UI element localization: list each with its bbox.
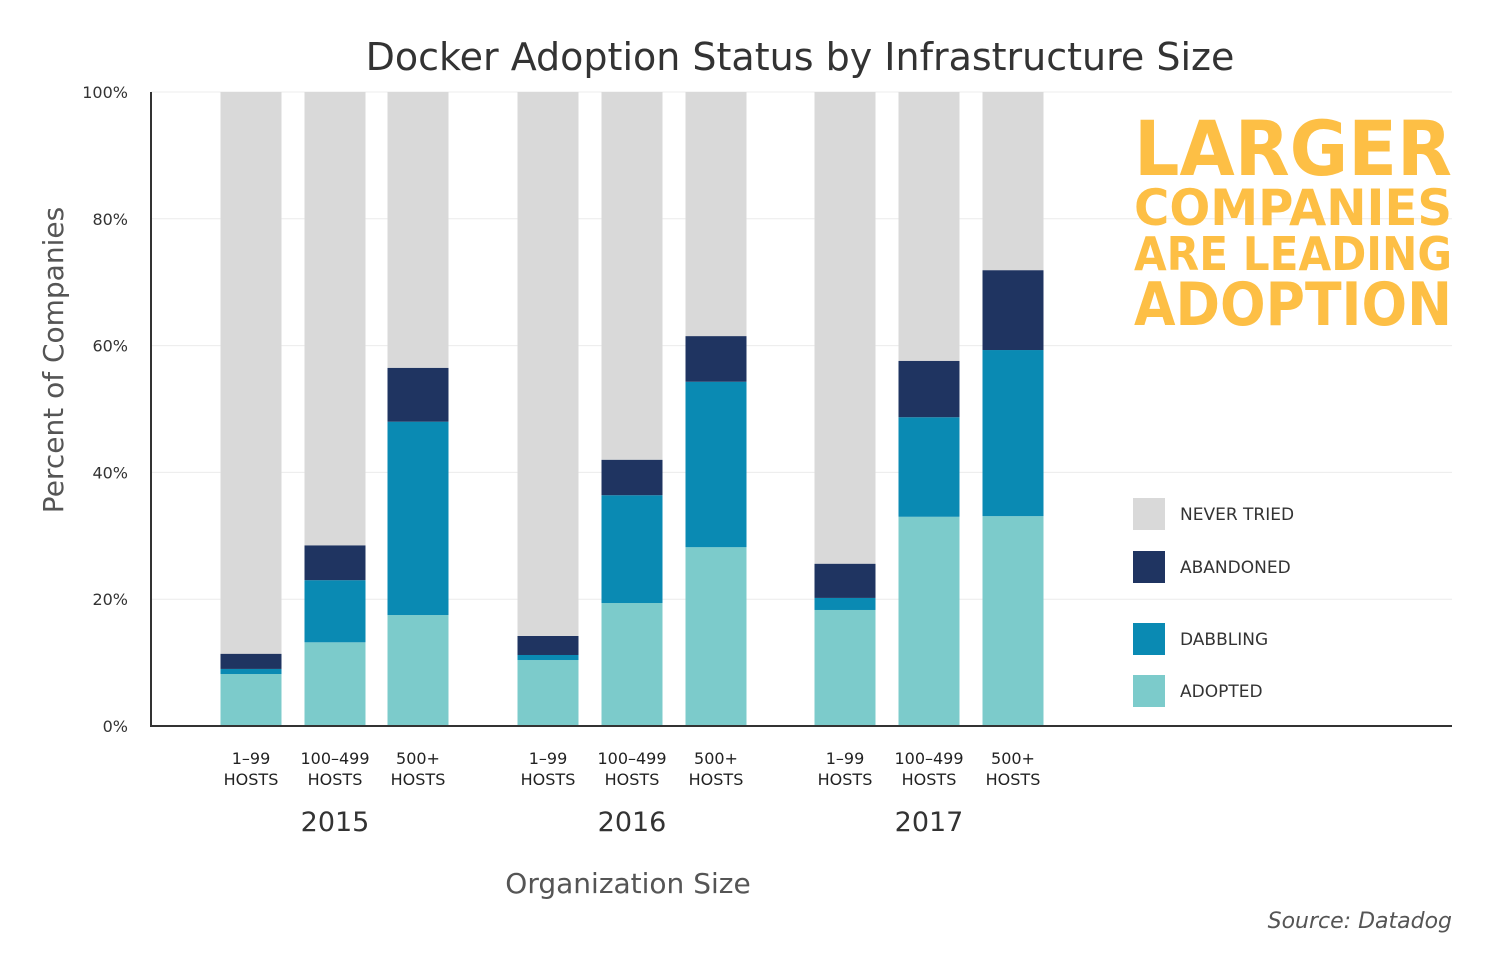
group-year-label: 2015 — [301, 807, 370, 838]
legend-swatch — [1133, 675, 1165, 707]
gridlines — [151, 91, 1452, 600]
y-tick-label: 40% — [92, 463, 128, 482]
bar-segment-never-tried — [982, 92, 1044, 271]
bar-segment-dabbling — [601, 495, 663, 604]
x-tick-label: HOSTS — [605, 770, 660, 789]
bar-segment-abandoned — [814, 563, 876, 598]
x-tick-label: HOSTS — [818, 770, 873, 789]
legend-swatch — [1133, 551, 1165, 583]
bar-segment-never-tried — [220, 92, 282, 654]
legend-label: DABBLING — [1180, 630, 1268, 650]
bar-segment-dabbling — [814, 597, 876, 610]
bar-segment-abandoned — [982, 270, 1044, 351]
bar-segment-never-tried — [387, 92, 449, 368]
x-tick-label: 100–499 — [597, 749, 666, 768]
x-tick-label: HOSTS — [308, 770, 363, 789]
y-tick-label: 80% — [92, 210, 128, 229]
y-tick-label: 100% — [82, 83, 128, 102]
group-year-label: 2017 — [895, 807, 964, 838]
x-tick-label: 1–99 — [826, 749, 865, 768]
source-note: Source: Datadog — [1268, 909, 1452, 934]
x-tick-label: 100–499 — [300, 749, 369, 768]
x-tick-label: 500+ — [694, 749, 738, 768]
bar-segment-adopted — [387, 615, 449, 726]
bar-segment-adopted — [685, 547, 747, 726]
bar-segment-never-tried — [814, 92, 876, 564]
bar-segment-adopted — [304, 642, 366, 726]
legend-label: ABANDONED — [1180, 558, 1291, 578]
x-category-labels: 1–99 HOSTS 100–499 HOSTS 500+ HOSTS 2015 1–99 HO… — [224, 749, 1041, 838]
bar-segment-never-tried — [898, 92, 960, 361]
bar-segment-abandoned — [220, 653, 282, 669]
bar-segment-dabbling — [982, 350, 1044, 517]
x-tick-label: 500+ — [991, 749, 1035, 768]
x-tick-label: HOSTS — [902, 770, 957, 789]
bar-segment-dabbling — [898, 417, 960, 517]
callout-line: LARGER — [1134, 104, 1452, 193]
bar-segment-adopted — [982, 516, 1044, 726]
y-tick-labels: 0% 20% 40% 60% 80% 100% — [82, 83, 128, 736]
bar-segment-abandoned — [685, 336, 747, 382]
bar-segment-never-tried — [601, 92, 663, 460]
x-tick-label: 500+ — [396, 749, 440, 768]
legend: NEVER TRIED ABANDONED DABBLING ADOPTED — [1133, 498, 1294, 707]
bar-segment-dabbling — [517, 654, 579, 661]
bar-segment-adopted — [814, 609, 876, 726]
bar-segment-adopted — [601, 603, 663, 726]
bar-segment-dabbling — [685, 381, 747, 548]
x-tick-label: HOSTS — [986, 770, 1041, 789]
y-tick-label: 20% — [92, 590, 128, 609]
bar-segment-dabbling — [220, 668, 282, 675]
bar-segment-abandoned — [898, 360, 960, 418]
bar-segment-adopted — [220, 674, 282, 726]
callout-line: ARE LEADING — [1134, 227, 1452, 281]
x-axis-label: Organization Size — [505, 867, 750, 900]
y-axis-label: Percent of Companies — [37, 207, 70, 513]
y-tick-label: 0% — [103, 717, 128, 736]
bar-segment-abandoned — [601, 459, 663, 496]
y-tick-label: 60% — [92, 337, 128, 356]
callout-line: ADOPTION — [1134, 270, 1452, 340]
bar-segment-never-tried — [685, 92, 747, 337]
bar-segment-dabbling — [304, 580, 366, 643]
legend-swatch — [1133, 623, 1165, 655]
x-tick-label: HOSTS — [391, 770, 446, 789]
legend-swatch — [1133, 498, 1165, 530]
x-tick-label: 1–99 — [529, 749, 568, 768]
bar-segment-never-tried — [517, 92, 579, 636]
x-tick-label: 100–499 — [894, 749, 963, 768]
chart-title: Docker Adoption Status by Infrastructure… — [366, 35, 1235, 79]
bar-segment-abandoned — [517, 635, 579, 655]
bar-segment-dabbling — [387, 421, 449, 616]
bar-segment-abandoned — [387, 367, 449, 422]
x-tick-label: 1–99 — [232, 749, 271, 768]
x-tick-label: HOSTS — [224, 770, 279, 789]
x-tick-label: HOSTS — [521, 770, 576, 789]
bar-segment-adopted — [898, 516, 960, 726]
group-year-label: 2016 — [598, 807, 667, 838]
bars — [220, 92, 1044, 726]
legend-label: ADOPTED — [1180, 682, 1263, 702]
legend-label: NEVER TRIED — [1180, 505, 1294, 525]
callout-line: COMPANIES — [1134, 179, 1452, 237]
bar-segment-never-tried — [304, 92, 366, 546]
x-tick-label: HOSTS — [689, 770, 744, 789]
bar-segment-abandoned — [304, 545, 366, 581]
bar-segment-adopted — [517, 660, 579, 726]
